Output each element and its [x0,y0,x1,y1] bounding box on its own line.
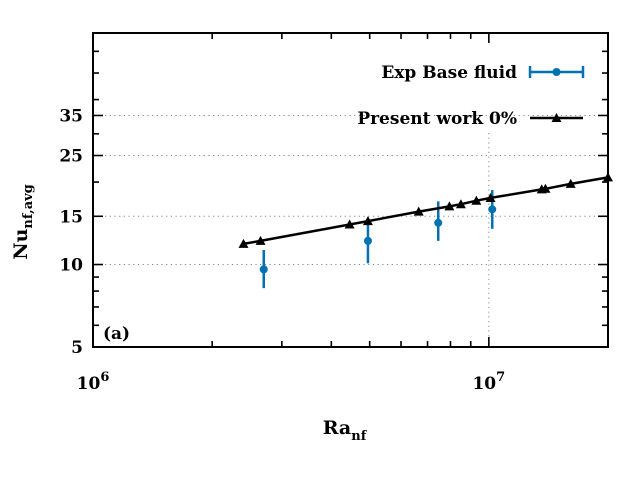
legend-label-exp: Exp Base fluid [381,63,517,83]
present-work-marker [471,195,482,205]
x-tick-exponent: 7 [496,370,505,385]
y-tick-label: 5 [71,338,83,358]
series-layer [238,172,613,289]
x-tick-base: 10 [472,374,496,394]
present-work-marker [485,192,496,202]
plot-frame [92,32,609,348]
legend-label-present: Present work 0% [357,109,517,129]
present-work-marker [362,216,373,226]
present-work-marker [413,206,424,216]
y-tick-label: 15 [59,207,83,227]
grid-layer [105,114,608,347]
present-work-line [243,176,609,246]
x-tick-exponent: 6 [100,370,109,385]
legend: Exp Base fluid Present work 0% [357,63,585,129]
legend-entry-exp: Exp Base fluid [381,63,585,83]
x-tick-label: 107 [472,370,505,394]
legend-exp-marker [552,68,561,76]
x-tick-label: 106 [77,370,110,394]
exp-data-point [363,236,372,245]
present-work-marker [565,178,576,188]
present-work-marker [255,235,266,245]
legend-symbol-present [530,113,583,122]
exp-data-point [488,205,497,214]
x-axis-title-main: Ra [323,417,352,439]
legend-entry-present: Present work 0% [357,109,583,129]
y-tick-label: 35 [59,106,83,126]
panel-annotation: (a) [103,324,130,344]
y-axis-title-subscript: nf,avg [21,184,36,228]
y-tick-label: 25 [59,147,83,167]
legend-symbol-exp [528,66,585,78]
x-tick-base: 10 [77,374,101,394]
present-work-marker [238,238,249,248]
y-axis-title: Nunf,avg [10,184,36,260]
x-axis-title: Ranf [323,417,368,444]
y-axis-title-main: Nu [10,228,32,259]
present-work-marker [540,183,551,193]
exp-data-point [434,218,443,227]
y-tick-label: 10 [59,256,83,276]
present-work-marker [444,201,455,211]
x-axis-title-subscript: nf [351,429,367,444]
legend-present-marker [551,113,562,122]
present-work-marker [344,219,355,229]
exp-data-point [259,265,268,274]
present-work-marker [455,199,466,209]
